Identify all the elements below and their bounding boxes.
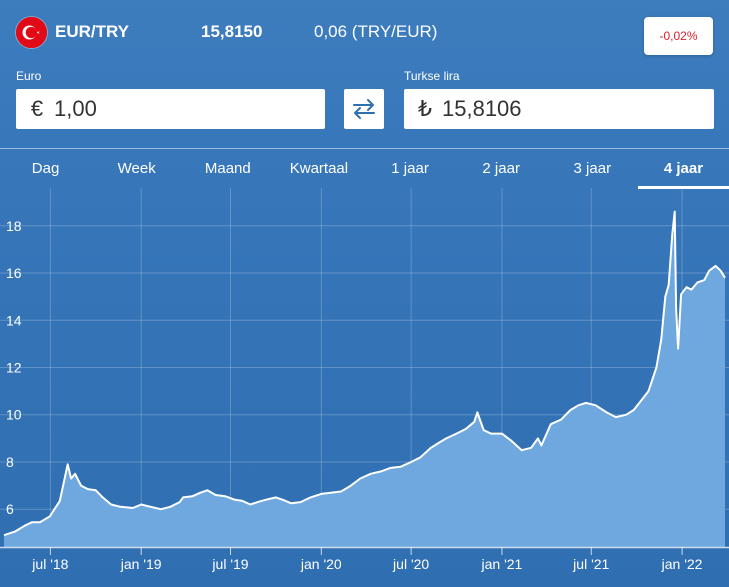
- inverse-rate: 0,06 (TRY/EUR): [314, 22, 438, 41]
- x-tick-label: jan '21: [481, 556, 523, 572]
- x-tick-label: jan '22: [661, 556, 703, 572]
- x-tick-label: jan '20: [300, 556, 342, 572]
- y-tick-label: 10: [6, 407, 22, 423]
- tab-kwartaal[interactable]: Kwartaal: [289, 160, 349, 177]
- x-tick-label: jul '19: [211, 556, 248, 572]
- y-tick-label: 16: [6, 265, 22, 281]
- swap-arrows-icon: [353, 99, 375, 119]
- from-currency-label: Euro: [16, 69, 42, 83]
- tab-4-jaar[interactable]: 4 jaar: [637, 149, 729, 189]
- series-line: [3, 210, 726, 537]
- turkey-flag-icon: [16, 17, 47, 48]
- currency-pair: EUR/TRY: [55, 22, 129, 41]
- tab-2-jaar[interactable]: 2 jaar: [482, 160, 520, 177]
- y-tick-label: 14: [6, 312, 22, 328]
- lira-symbol: ₺: [418, 96, 432, 121]
- y-tick-label: 8: [6, 454, 14, 470]
- swap-button[interactable]: [344, 89, 384, 129]
- tab-3-jaar[interactable]: 3 jaar: [573, 160, 612, 177]
- to-amount-input[interactable]: 15,8106: [442, 96, 522, 121]
- tab-week[interactable]: Week: [117, 160, 156, 177]
- y-tick-label: 18: [6, 218, 22, 234]
- rate-chart-svg: 6 8 10 12 14 16 18 jul '18 jan '19 jul '19 jan '20…: [0, 188, 729, 572]
- tab-dag[interactable]: Dag: [31, 160, 60, 177]
- tab-1-jaar[interactable]: 1 jaar: [391, 160, 429, 177]
- to-currency-label: Turkse lira: [404, 69, 460, 83]
- to-amount-field[interactable]: ₺ 15,8106: [404, 89, 714, 129]
- series-area: [4, 211, 725, 547]
- tab-maand[interactable]: Maand: [204, 160, 251, 177]
- from-amount-field[interactable]: € 1,00: [16, 89, 325, 129]
- header: EUR/TRY 15,8150 0,06 (TRY/EUR) -0,02%: [0, 0, 729, 62]
- exchange-rate: 15,8150: [201, 22, 263, 41]
- x-tick-label: jan '19: [120, 556, 162, 572]
- change-badge: -0,02%: [644, 17, 713, 55]
- x-tick-label: jul '21: [572, 556, 609, 572]
- euro-symbol: €: [30, 96, 44, 121]
- x-tick-label: jul '20: [392, 556, 429, 572]
- period-tabs: Dag Week Maand Kwartaal 1 jaar 2 jaar 3 …: [0, 148, 729, 189]
- y-tick-label: 6: [6, 501, 14, 517]
- rate-chart[interactable]: 6 8 10 12 14 16 18 jul '18 jan '19 jul '19 jan '20…: [0, 188, 729, 587]
- x-tick-label: jul '18: [31, 556, 68, 572]
- y-tick-label: 12: [6, 360, 22, 376]
- from-amount-input[interactable]: 1,00: [54, 96, 97, 121]
